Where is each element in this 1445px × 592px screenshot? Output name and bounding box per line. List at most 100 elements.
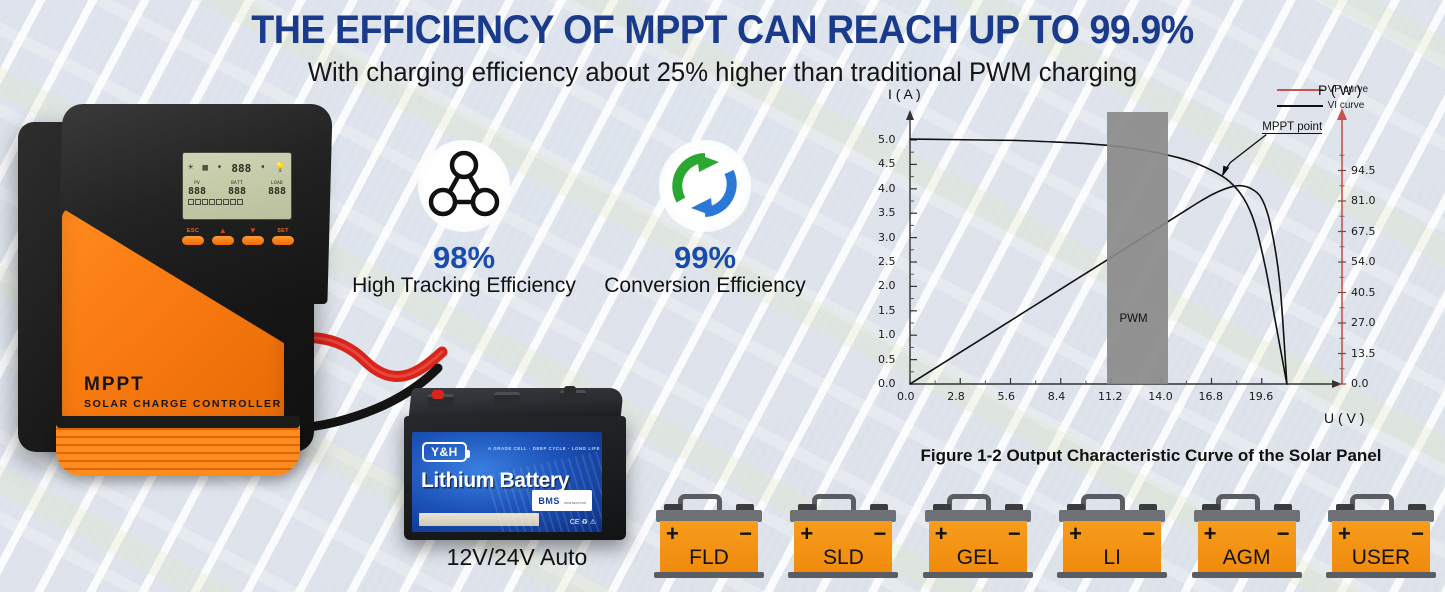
y-tick-5: 2.5 [878,255,896,268]
lcd-section-batt: BATT 888 [228,181,246,197]
tracking-nodes-icon [418,140,510,232]
conversion-efficiency-label: Conversion Efficiency [604,274,806,297]
sun-moon-icon: ☀ [188,162,194,173]
battery-lid [790,510,897,522]
battery-base [1057,572,1168,578]
bms-sublabel: PROTECTION [564,501,586,505]
battery-type-fld[interactable]: + − FLD [650,494,768,580]
lcd-batt-value: 888 [227,186,247,197]
chart-plot-area [906,108,1347,388]
battery-body [794,521,893,573]
battery-warning-strip [419,513,539,526]
tracking-efficiency-percent: 98% [432,240,496,275]
set-button[interactable]: SET [272,228,294,245]
battery-plus-sign: + [934,521,948,546]
esc-button-label: ESC [186,228,200,234]
battery-vent-cap-right [1139,504,1158,513]
battery-vent-cap-left [798,504,817,513]
battery-body [1197,521,1296,573]
y-tick-2: 1.0 [878,328,896,342]
battery-lid [656,510,762,522]
battery-plus-sign: + [1069,521,1083,546]
down-button-label: ▼ [248,226,258,235]
lcd-pv-label: PV [194,181,200,186]
battery-minus-sign: − [873,521,887,546]
battery-body [1063,521,1162,573]
battery-certification-icons: CE ♻ ⚠ [569,519,596,526]
battery-product-name: Lithium Battery [421,469,570,492]
battery-handle-icon [678,494,722,512]
battery-vent-cap-left [932,504,951,513]
bms-label: BMS [538,496,560,506]
battery-type-label: LI [1103,546,1121,569]
battery-base [788,572,899,578]
lithium-battery-product: Y&H A GRADE CELL · DEEP CYCLE · LONG LIF… [398,386,634,570]
battery-base [1325,572,1436,578]
legend-label-vi: VI curve [1327,100,1365,111]
esc-button[interactable]: ESC [182,228,204,245]
pwm-operating-band [1107,112,1168,384]
battery-vent-cap-right [1273,504,1292,513]
y2-tick-7: 94.5 [1351,163,1376,177]
efficiency-high-tracking: 98% High Tracking Efficiency [344,140,584,298]
esc-button-key [182,236,204,245]
battery-type-label: AGM [1222,546,1271,569]
lcd-status-bar [188,199,286,205]
battery-terminal-mid [494,392,520,405]
x-tick-7: 19.6 [1248,390,1274,403]
y-tick-8: 4.0 [878,181,896,195]
y-tick-4: 2.0 [878,279,896,293]
down-button[interactable]: ▼ [242,226,264,245]
battery-body [1331,521,1430,573]
bulb-icon: 💡 [274,162,286,173]
solar-panel-icon: ▦ [202,162,208,173]
page-subtitle: With charging efficiency about 25% highe… [307,57,1138,87]
arrow-right-icon: ➧ [216,162,223,173]
y2-tick-3: 40.5 [1351,285,1376,299]
y-axis-title: I ( A ) [888,86,921,102]
battery-vent-cap-left [1201,504,1220,513]
battery-minus-sign: − [1276,521,1290,546]
y-tick-9: 4.5 [878,157,896,171]
battery-lid [1059,510,1166,522]
figure-caption: Figure 1-2 Output Characteristic Curve o… [920,446,1382,465]
battery-handle-icon [1081,494,1126,512]
battery-type-gel[interactable]: + − GEL [919,494,1037,580]
y2-tick-6: 81.0 [1351,194,1376,207]
battery-plus-sign: + [1337,521,1351,546]
set-button-key [272,236,294,245]
battery-label-face: Y&H A GRADE CELL · DEEP CYCLE · LONG LIF… [412,432,602,532]
supported-battery-types: + − FLD + − SLD + − GEL + − LI + − AGM + − USER [650,494,1440,584]
y-tick-10: 5.0 [878,133,896,146]
controller-button-row: ESC ▲ ▼ SET [182,226,294,245]
up-button[interactable]: ▲ [212,227,234,245]
y2-axis-title: P ( W ) [1318,82,1362,98]
battery-plus-sign: + [666,521,679,546]
battery-type-user[interactable]: + − USER [1322,494,1440,580]
battery-tagline: A GRADE CELL · DEEP CYCLE · LONG LIFE [488,446,601,451]
battery-vent-cap-left [664,504,682,513]
y-tick-1: 0.5 [878,352,896,366]
battery-type-sld[interactable]: + − SLD [784,494,902,580]
battery-minus-sign: − [1007,521,1021,546]
battery-minus-sign: − [739,521,752,546]
legend-item-vi: VI curve [1276,100,1368,111]
battery-vent-cap-right [1004,504,1023,513]
battery-handle-icon [812,494,857,512]
down-button-key [242,236,264,245]
x-tick-5: 14.0 [1148,390,1173,403]
page-title: THE EFFICIENCY OF MPPT CAN REACH UP TO 9… [251,8,1194,52]
lcd-display: ☀ ▦ ➧ 888 ➧ 💡 PV 888 BATT 888 LOAD 888 [182,152,292,220]
y2-tick-2: 27.0 [1351,316,1376,329]
conversion-cycle-icon [659,140,751,232]
lcd-section-load: LOAD 888 [268,181,286,197]
mppt-solar-charge-controller: ☀ ▦ ➧ 888 ➧ 💡 PV 888 BATT 888 LOAD 888 [18,104,333,476]
x-tick-4: 11.2 [1098,390,1123,403]
battery-type-agm[interactable]: + − AGM [1188,494,1306,580]
battery-type-li[interactable]: + − LI [1053,494,1171,580]
battery-type-label: SLD [822,546,864,569]
controller-brand-mppt: MPPT [84,374,145,395]
battery-type-label: GEL [956,546,999,569]
lcd-batt-label: BATT [231,181,243,186]
